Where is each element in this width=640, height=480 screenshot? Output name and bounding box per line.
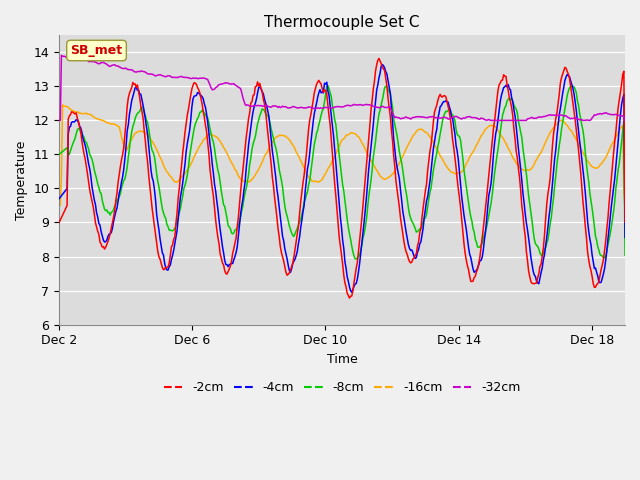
Title: Thermocouple Set C: Thermocouple Set C [264,15,420,30]
Y-axis label: Temperature: Temperature [15,140,28,220]
Legend: -2cm, -4cm, -8cm, -16cm, -32cm: -2cm, -4cm, -8cm, -16cm, -32cm [159,376,525,399]
X-axis label: Time: Time [326,353,358,366]
Text: SB_met: SB_met [70,44,123,57]
